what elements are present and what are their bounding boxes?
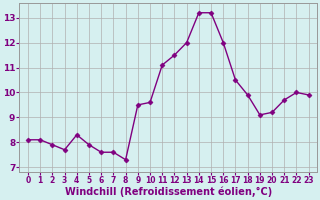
X-axis label: Windchill (Refroidissement éolien,°C): Windchill (Refroidissement éolien,°C) xyxy=(65,187,272,197)
